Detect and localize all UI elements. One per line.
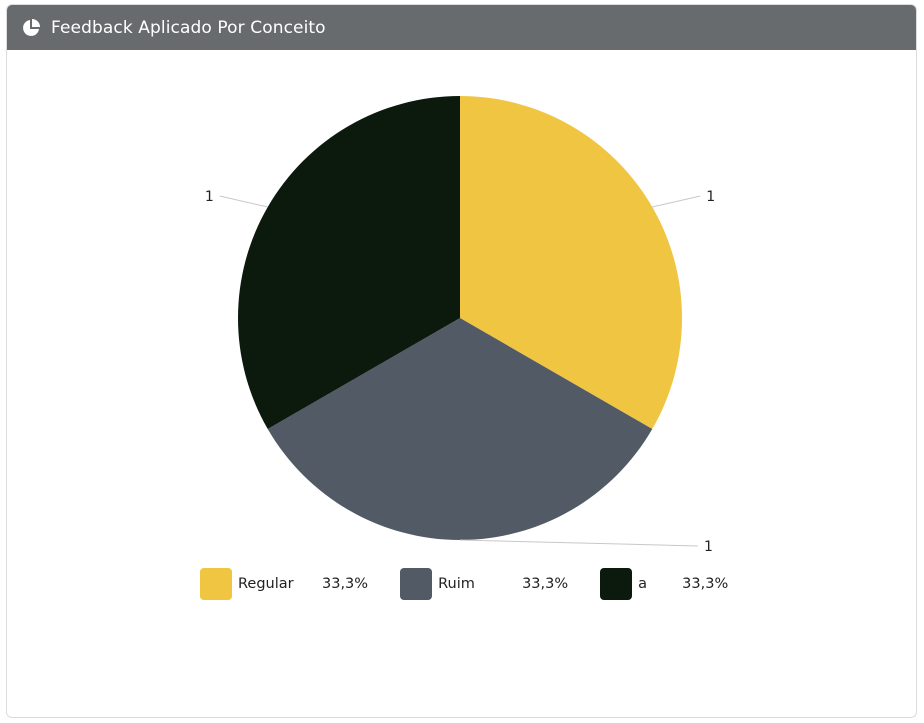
legend-label: a xyxy=(638,576,648,592)
pie-chart-icon xyxy=(23,18,40,36)
legend-swatch xyxy=(200,568,232,600)
legend-label: Regular xyxy=(238,576,294,592)
chart-legend: Regular 33,3% Ruim 33,3% a 33,3% xyxy=(200,568,760,600)
data-label-line xyxy=(459,539,699,547)
data-label-line xyxy=(219,195,268,208)
data-label: 1 xyxy=(704,539,713,555)
legend-swatch xyxy=(400,568,433,600)
pie-slice-a[interactable] xyxy=(238,96,460,429)
legend-item-regular[interactable]: Regular 33,3% xyxy=(200,568,368,600)
data-label: 1 xyxy=(706,189,715,205)
legend-label: Ruim xyxy=(438,576,475,592)
legend-percent: 33,3% xyxy=(682,576,729,592)
pie-slice-regular[interactable] xyxy=(460,96,682,429)
data-label-line xyxy=(652,195,701,208)
legend-swatch xyxy=(600,568,633,600)
data-label: 1 xyxy=(205,189,214,205)
panel-title: Feedback Aplicado Por Conceito xyxy=(51,17,326,38)
legend-percent: 33,3% xyxy=(322,576,369,592)
legend-item-ruim[interactable]: Ruim 33,3% xyxy=(400,568,568,600)
legend-percent: 33,3% xyxy=(522,576,569,592)
panel-header: Feedback Aplicado Por Conceito xyxy=(7,5,916,50)
legend-item-a[interactable]: a 33,3% xyxy=(600,568,728,600)
